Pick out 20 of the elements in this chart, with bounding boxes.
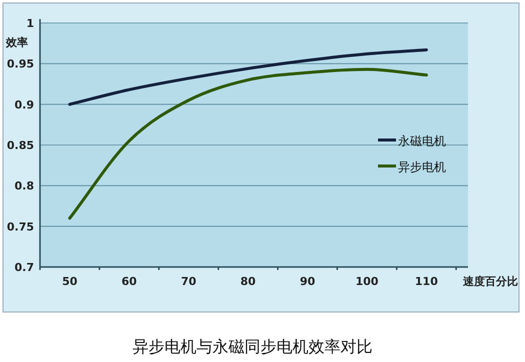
text: 异步电机与永磁同步电机效率对比 — [132, 337, 372, 356]
x-tick-label: 60 — [122, 275, 138, 288]
y-tick-label: 0.7 — [14, 261, 34, 274]
x-tick-label: 100 — [355, 275, 379, 288]
y-tick-label: 0.9 — [14, 98, 34, 112]
x-axis-title: 速度百分比 — [462, 275, 518, 288]
x-tick-label: 70 — [180, 275, 197, 288]
y-tick-label: 1 — [26, 17, 34, 30]
legend-label: 异步电机 — [398, 160, 446, 174]
line-series — [68, 48, 428, 106]
y-tick-label: 0.95 — [6, 58, 34, 71]
y-tick-label: 0.85 — [6, 139, 34, 152]
x-tick-label: 90 — [300, 275, 316, 288]
y-tick-label: 0.75 — [6, 220, 34, 234]
x-tick-label: 110 — [414, 275, 438, 288]
legend-label: 永磁电机 — [398, 134, 446, 148]
y-axis-title: 效率 — [5, 36, 28, 49]
x-tick-label: 80 — [240, 275, 256, 288]
x-tick-label: 50 — [62, 275, 78, 288]
y-tick-label: 0.8 — [14, 180, 34, 193]
